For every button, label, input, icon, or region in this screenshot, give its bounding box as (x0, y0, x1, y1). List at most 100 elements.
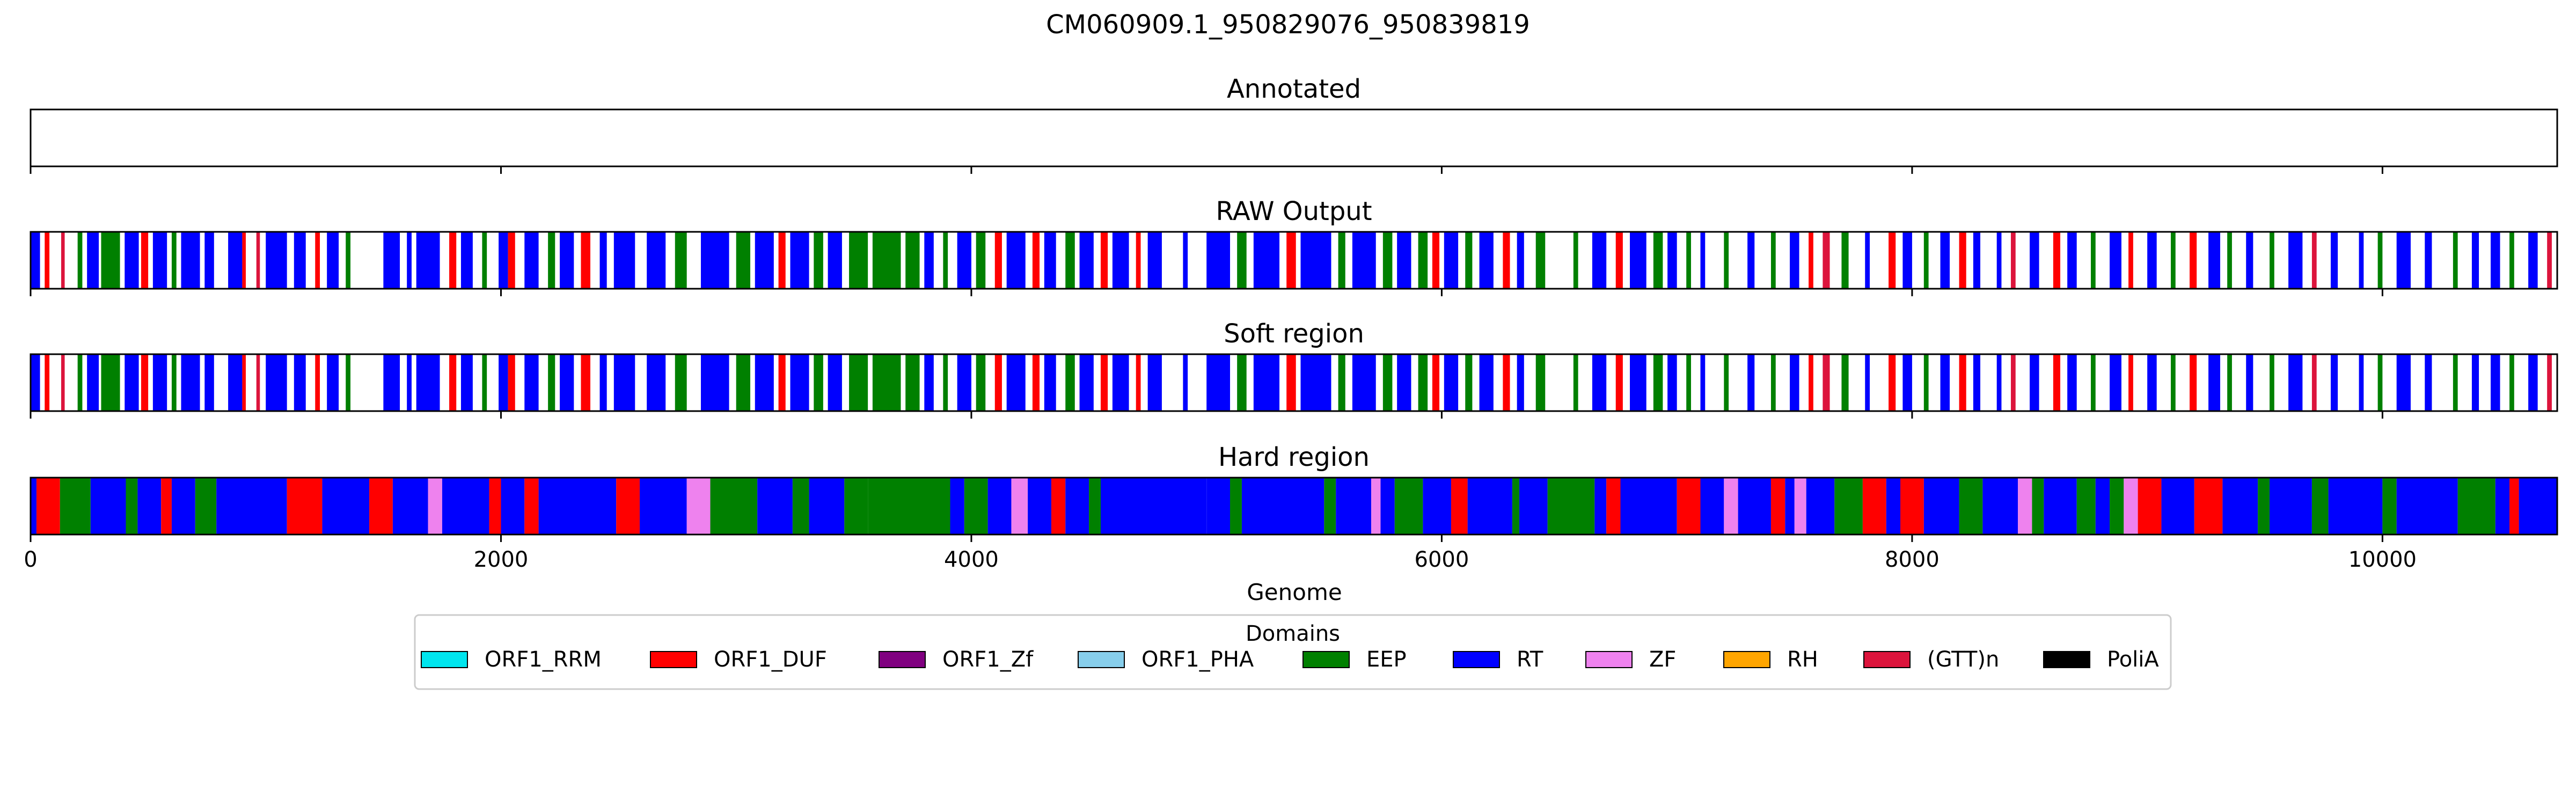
segment-eep (1686, 354, 1691, 411)
segment-rt (152, 232, 167, 289)
segment-orf1duf (1051, 478, 1066, 535)
segment-eep (1724, 232, 1729, 289)
segment-rt (599, 354, 607, 411)
segment-eep (2170, 232, 2176, 289)
segment-rt (1423, 478, 1451, 535)
segment-rt (327, 354, 339, 411)
segment-rt (1790, 232, 1799, 289)
segment-rt (1592, 232, 1607, 289)
legend-label: RT (1517, 647, 1543, 672)
segment-eep (171, 354, 177, 411)
segment-rt (950, 478, 964, 535)
segment-orf1duf (1959, 232, 1966, 289)
legend-entry: PoliA (2043, 647, 2159, 672)
panel-background (31, 109, 2557, 166)
legend-swatch (2043, 651, 2090, 668)
x-tick-label: 8000 (1885, 547, 1940, 572)
segment-orf1duf (1900, 478, 1924, 535)
segment-rt (90, 478, 126, 535)
segment-orf1duf (1136, 354, 1141, 411)
legend-swatch (879, 651, 926, 668)
panel-title: Hard region (1218, 442, 1370, 472)
segment-gttn (2547, 354, 2552, 411)
segment-orf1duf (994, 232, 1002, 289)
segment-orf1duf (2053, 232, 2061, 289)
segment-rt (1594, 478, 1607, 535)
segment-eep (814, 232, 823, 289)
segment-rt (1479, 354, 1494, 411)
segment-rt (828, 232, 842, 289)
segment-rt (1517, 232, 1524, 289)
segment-rt (700, 354, 729, 411)
segment-orf1duf (1615, 232, 1623, 289)
segment-rt (2030, 354, 2039, 411)
segment-eep (844, 478, 868, 535)
segment-eep (2457, 478, 2496, 535)
segment-rt (1865, 354, 1870, 411)
legend-swatch (1078, 651, 1125, 668)
segment-rt (1006, 354, 1026, 411)
segment-rt (1973, 354, 1981, 411)
segment-rt (2396, 354, 2411, 411)
segment-rt (442, 478, 489, 535)
segment-rt (1973, 232, 1981, 289)
segment-eep (2453, 354, 2458, 411)
segment-eep (1686, 232, 1691, 289)
segment-rt (1044, 354, 1056, 411)
legend-label: EEP (1366, 647, 1407, 672)
segment-rt (1028, 478, 1051, 535)
segment-rt (524, 232, 539, 289)
segment-rt (228, 232, 243, 289)
segment-rt (1206, 232, 1231, 289)
segment-eep (77, 232, 83, 289)
segment-eep (1724, 354, 1729, 411)
segment-orf1duf (45, 354, 50, 411)
segment-rt (31, 354, 40, 411)
segment-rt (31, 232, 40, 289)
segment-rt (2270, 478, 2312, 535)
segment-rt (501, 478, 525, 535)
segment-eep (2382, 478, 2397, 535)
segment-eep (2377, 232, 2383, 289)
segment-rt (1444, 232, 1459, 289)
segment-rt (2471, 354, 2479, 411)
segment-rt (1630, 354, 1646, 411)
segment-gttn (2010, 232, 2016, 289)
segment-rt (828, 354, 842, 411)
segment-orf1duf (242, 354, 246, 411)
segment-eep (2227, 232, 2232, 289)
legend-label: ORF1_Zf (942, 647, 1034, 672)
segment-rt (1785, 478, 1795, 535)
segment-rt (2425, 354, 2432, 411)
segment-eep (905, 232, 920, 289)
segment-eep (1923, 354, 1929, 411)
segment-rt (266, 232, 287, 289)
panel-title: Annotated (1227, 74, 1361, 104)
segment-rt (2490, 232, 2500, 289)
segment-orf1duf (581, 354, 591, 411)
segment-eep (482, 354, 487, 411)
segment-rt (416, 232, 440, 289)
segment-rt (1940, 232, 1950, 289)
segment-rt (407, 354, 412, 411)
segment-rt (2288, 232, 2303, 289)
segment-rt (1667, 354, 1677, 411)
segment-orf1duf (1809, 354, 1813, 411)
segment-zf (1371, 478, 1381, 535)
segment-orf1duf (161, 478, 172, 535)
segment-eep (814, 354, 823, 411)
legend-entry: ZF (1585, 647, 1676, 672)
segment-rt (1336, 478, 1371, 535)
segment-rt (2519, 478, 2557, 535)
segment-eep (1535, 354, 1546, 411)
segment-gttn (1823, 232, 1830, 289)
segment-rt (204, 232, 214, 289)
segment-zf (2124, 478, 2138, 535)
legend-label: ORF1_DUF (714, 647, 827, 672)
segment-rt (152, 354, 167, 411)
segment-eep (1770, 232, 1776, 289)
segment-eep (868, 478, 950, 535)
legend-label: PoliA (2107, 647, 2159, 672)
legend-swatch (650, 651, 697, 668)
segment-eep (1418, 232, 1428, 289)
